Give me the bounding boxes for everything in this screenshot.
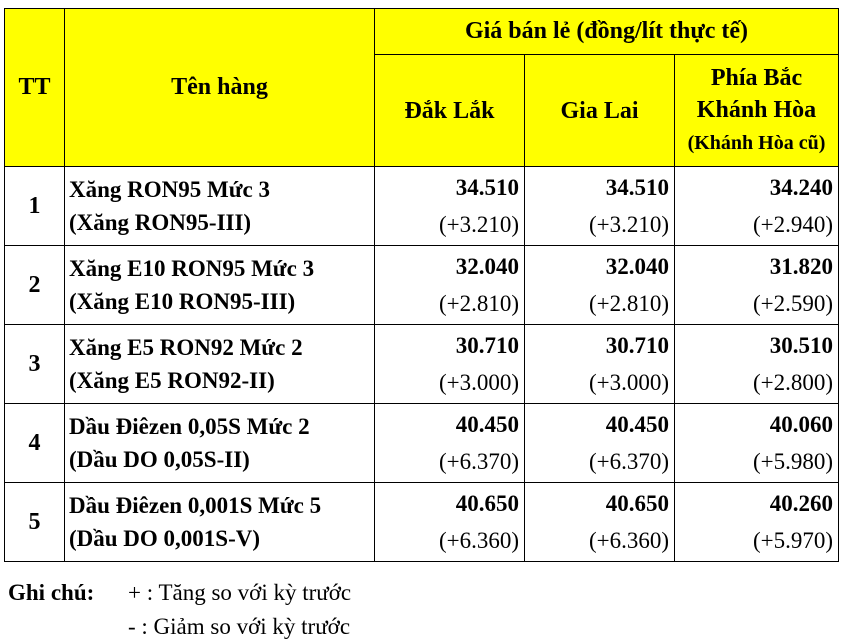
product-name: Xăng E5 RON92 Mức 2 (Xăng E5 RON92-II) (64, 324, 375, 404)
header-name: Tên hàng (64, 8, 375, 167)
price-change: (+5.970) (752, 528, 834, 553)
price: 40.650 (455, 491, 519, 516)
price-change: (+2.940) (752, 212, 834, 237)
price-change: (+3.000) (438, 370, 519, 395)
price-cell: 30.510 (+2.800) (673, 324, 840, 404)
product-name-alt: (Dầu DO 0,001S-V) (69, 526, 261, 551)
row-number: 5 (4, 482, 65, 562)
price-change: (+5.980) (752, 449, 834, 474)
price-change: (+2.590) (752, 291, 834, 316)
product-name-alt: (Dầu DO 0,05S-II) (69, 447, 250, 472)
row-number: 1 (4, 166, 65, 246)
price-cell: 34.510 (+3.210) (524, 166, 675, 246)
price-cell: 40.650 (+6.360) (374, 482, 525, 562)
notes: Ghi chú: + : Tăng so với kỳ trước - : Giả… (8, 576, 351, 644)
header-region: Phía Bắc Khánh Hòa (Khánh Hòa cũ) (673, 54, 840, 167)
price: 30.710 (605, 333, 669, 358)
header-region: Đắk Lắk (374, 54, 525, 167)
price: 40.450 (605, 412, 669, 437)
price: 40.450 (455, 412, 519, 437)
price-cell: 40.260 (+5.970) (673, 482, 840, 562)
price: 30.510 (769, 333, 834, 358)
price-cell: 34.240 (+2.940) (673, 166, 840, 246)
product-name-main: Dầu Điêzen 0,05S Mức 2 (69, 414, 310, 439)
price-change: (+2.800) (752, 370, 834, 395)
header-price-group: Giá bán lẻ (đồng/lít thực tế) (373, 8, 840, 55)
product-name-alt: (Xăng E5 RON92-II) (69, 368, 275, 393)
price-change: (+6.370) (588, 449, 669, 474)
product-name: Dầu Điêzen 0,05S Mức 2 (Dầu DO 0,05S-II) (64, 403, 375, 483)
product-name-main: Xăng E5 RON92 Mức 2 (69, 335, 303, 360)
product-name-main: Dầu Điêzen 0,001S Mức 5 (69, 493, 322, 518)
region-label: Phía Bắc Khánh Hòa (696, 65, 817, 123)
price-cell: 40.450 (+6.370) (524, 403, 675, 483)
price-change: (+3.000) (588, 370, 669, 395)
product-name-alt: (Xăng E10 RON95-III) (69, 289, 296, 314)
note-plus: + : Tăng so với kỳ trước (128, 580, 352, 605)
row-number: 2 (4, 245, 65, 325)
fuel-price-table: TT Tên hàng Giá bán lẻ (đồng/lít thực tế… (4, 8, 840, 562)
price-cell: 32.040 (+2.810) (374, 245, 525, 325)
product-name: Xăng RON95 Mức 3 (Xăng RON95-III) (64, 166, 375, 246)
product-name-alt: (Xăng RON95-III) (69, 210, 252, 235)
price: 34.510 (455, 175, 519, 200)
price: 40.060 (769, 412, 834, 437)
price: 31.820 (769, 254, 834, 279)
notes-label: Ghi chú: (8, 580, 95, 605)
table-row: 5 Dầu Điêzen 0,001S Mức 5 (Dầu DO 0,001S-… (4, 482, 840, 562)
table-row: 1 Xăng RON95 Mức 3 (Xăng RON95-III) 34.510… (4, 166, 840, 246)
region-sub: (Khánh Hòa cũ) (687, 132, 826, 154)
price-cell: 40.650 (+6.360) (524, 482, 675, 562)
price: 40.650 (605, 491, 669, 516)
table-row: 3 Xăng E5 RON92 Mức 2 (Xăng E5 RON92-II) 3… (4, 324, 840, 404)
price-change: (+6.370) (438, 449, 519, 474)
price-change: (+2.810) (438, 291, 519, 316)
header-tt: TT (4, 8, 65, 167)
price-change: (+6.360) (438, 528, 519, 553)
price-cell: 30.710 (+3.000) (374, 324, 525, 404)
price-cell: 31.820 (+2.590) (673, 245, 840, 325)
price-cell: 32.040 (+2.810) (524, 245, 675, 325)
price: 32.040 (605, 254, 669, 279)
price: 34.240 (769, 175, 834, 200)
product-name: Xăng E10 RON95 Mức 3 (Xăng E10 RON95-III) (64, 245, 375, 325)
product-name: Dầu Điêzen 0,001S Mức 5 (Dầu DO 0,001S-V) (64, 482, 375, 562)
note-minus: - : Giảm so với kỳ trước (128, 614, 351, 639)
price-cell: 40.060 (+5.980) (673, 403, 840, 483)
price-cell: 40.450 (+6.370) (374, 403, 525, 483)
price: 32.040 (455, 254, 519, 279)
table-row: 4 Dầu Điêzen 0,05S Mức 2 (Dầu DO 0,05S-II… (4, 403, 840, 483)
price-change: (+2.810) (588, 291, 669, 316)
price-change: (+6.360) (588, 528, 669, 553)
price: 34.510 (605, 175, 669, 200)
price-cell: 34.510 (+3.210) (374, 166, 525, 246)
price-change: (+3.210) (438, 212, 519, 237)
price-cell: 30.710 (+3.000) (524, 324, 675, 404)
product-name-main: Xăng E10 RON95 Mức 3 (69, 256, 315, 281)
price: 40.260 (769, 491, 834, 516)
price: 30.710 (455, 333, 519, 358)
row-number: 3 (4, 324, 65, 404)
price-change: (+3.210) (588, 212, 669, 237)
header-region: Gia Lai (524, 54, 675, 167)
product-name-main: Xăng RON95 Mức 3 (69, 177, 270, 202)
row-number: 4 (4, 403, 65, 483)
table-row: 2 Xăng E10 RON95 Mức 3 (Xăng E10 RON95-II… (4, 245, 840, 325)
